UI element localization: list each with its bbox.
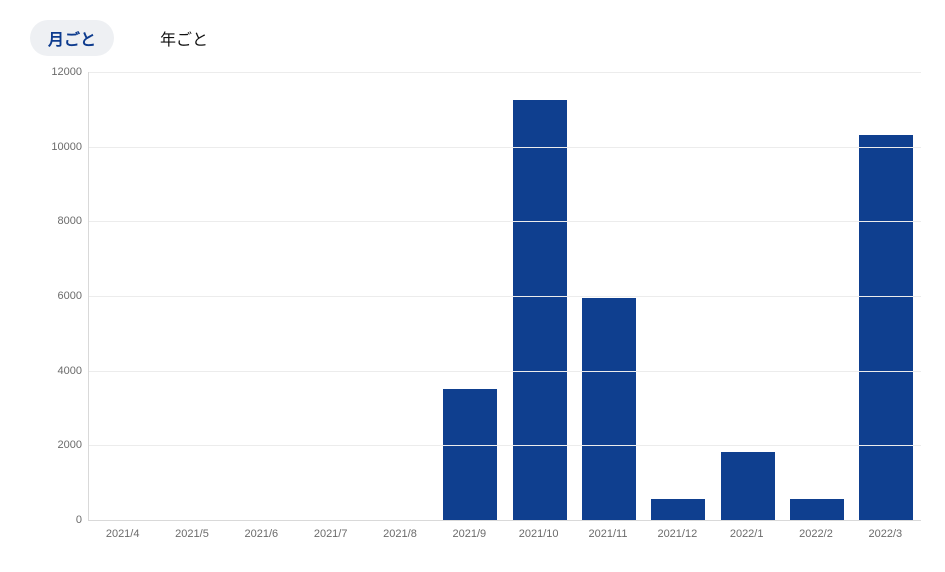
time-granularity-tabs: 月ごと 年ごと <box>30 20 226 56</box>
x-axis-tick-label: 2021/11 <box>589 528 628 540</box>
y-axis-tick-label: 2000 <box>38 439 82 451</box>
x-axis-tick-label: 2022/1 <box>730 528 764 540</box>
y-axis-tick-label: 8000 <box>38 215 82 227</box>
y-axis-tick-label: 10000 <box>38 141 82 153</box>
x-axis-tick-label: 2021/8 <box>383 528 417 540</box>
gridline <box>89 147 921 148</box>
bar[interactable] <box>721 452 775 520</box>
monthly-bar-chart: 0 2000 4000 6000 8000 10000 12000 2021/4 2021/5 2… <box>30 64 930 554</box>
gridline <box>89 371 921 372</box>
plot-area <box>88 72 921 521</box>
x-axis-tick-label: 2021/10 <box>519 528 559 540</box>
y-axis-tick-label: 0 <box>38 514 82 526</box>
y-axis-tick-label: 12000 <box>38 66 82 78</box>
bar[interactable] <box>790 499 844 520</box>
x-axis-tick-label: 2022/3 <box>869 528 903 540</box>
x-axis-tick-label: 2021/12 <box>657 528 697 540</box>
x-axis-tick-label: 2021/6 <box>245 528 279 540</box>
gridline <box>89 221 921 222</box>
gridline <box>89 445 921 446</box>
bar[interactable] <box>443 389 497 520</box>
x-axis-tick-label: 2021/7 <box>314 528 348 540</box>
x-axis-tick-label: 2021/5 <box>175 528 209 540</box>
gridline <box>89 296 921 297</box>
bar[interactable] <box>582 298 636 520</box>
bar[interactable] <box>651 499 705 520</box>
y-axis-tick-label: 6000 <box>38 290 82 302</box>
x-axis-tick-label: 2021/9 <box>453 528 487 540</box>
x-axis-tick-label: 2022/2 <box>799 528 833 540</box>
gridline <box>89 72 921 73</box>
bar[interactable] <box>859 135 913 520</box>
tab-monthly[interactable]: 月ごと <box>30 20 114 56</box>
y-axis-tick-label: 4000 <box>38 365 82 377</box>
x-axis-tick-label: 2021/4 <box>106 528 140 540</box>
bar[interactable] <box>513 100 567 520</box>
tab-yearly[interactable]: 年ごと <box>142 20 226 56</box>
